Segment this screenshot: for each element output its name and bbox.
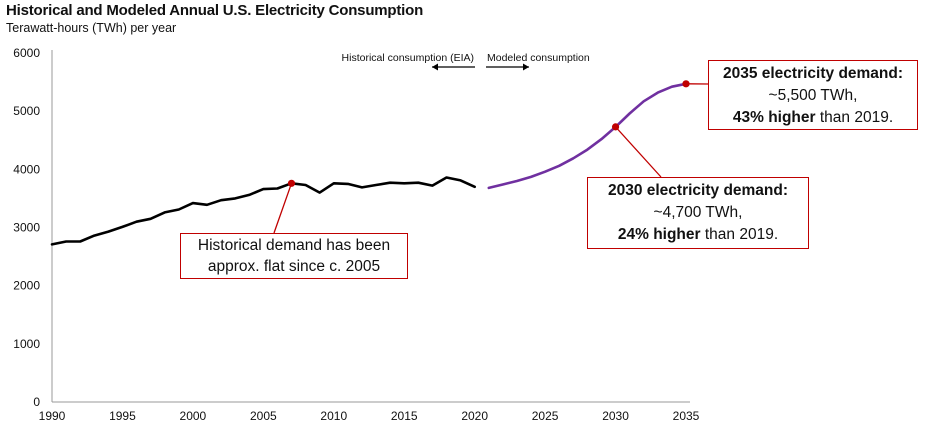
y-tick-label: 4000 (13, 162, 40, 176)
x-tick-label: 2025 (532, 409, 559, 423)
leader-line-2030 (615, 126, 662, 178)
y-tick-label: 2000 (13, 279, 40, 293)
y-tick-label: 3000 (13, 221, 40, 235)
x-tick-label: 2005 (250, 409, 277, 423)
y-tick-label: 0 (33, 395, 40, 409)
modeled-series-line (487, 82, 688, 190)
annotation-2035-bold: 43% higher (732, 109, 816, 126)
historical-series-line (50, 176, 477, 246)
annotation-2035-rest: than 2019. (815, 109, 894, 126)
annotation-2035-box: 2035 electricity demand: ~5,500 TWh, 43%… (708, 60, 918, 130)
annotation-2030-rest: than 2019. (700, 226, 779, 243)
historical-annotation-box: Historical demand has been approx. flat … (180, 233, 408, 279)
annotation-2030-bold: 24% higher (617, 226, 701, 243)
x-tick-label: 2010 (320, 409, 347, 423)
x-tick-label: 1990 (39, 409, 66, 423)
chart-subtitle: Terawatt-hours (TWh) per year (6, 21, 177, 35)
historical-annotation-line2: approx. flat since c. 2005 (207, 258, 381, 275)
x-tick-label: 2035 (673, 409, 700, 423)
axes: 0 1000 2000 3000 4000 5000 6000 1990 1995 2000 200… (13, 46, 699, 423)
annotation-2030-box: 2030 electricity demand: ~4,700 TWh, 24%… (587, 177, 809, 249)
direction-arrows: Historical consumption (EIA) Modeled con… (342, 52, 590, 71)
annotation-leaders (273, 83, 709, 234)
historical-arrow-label: Historical consumption (EIA) (342, 52, 474, 64)
historical-arrow-head (432, 63, 438, 71)
chart-title: Historical and Modeled Annual U.S. Elect… (6, 2, 424, 19)
annotation-2035-value: ~5,500 TWh, (768, 87, 858, 104)
y-tick-label: 6000 (13, 46, 40, 60)
x-tick-label: 2015 (391, 409, 418, 423)
annotation-2030-value: ~4,700 TWh, (653, 204, 743, 221)
x-tick-label: 2030 (602, 409, 629, 423)
modeled-arrow-head (523, 63, 529, 71)
historical-leader-line (273, 183, 293, 234)
x-tick-label: 2000 (180, 409, 207, 423)
historical-annotation-line1: Historical demand has been (197, 237, 391, 254)
annotation-2030-title: 2030 electricity demand: (607, 182, 789, 199)
y-tick-label: 5000 (13, 104, 40, 118)
annotation-2035-title: 2035 electricity demand: (722, 65, 904, 82)
modeled-arrow-label: Modeled consumption (487, 52, 590, 64)
x-tick-label: 2020 (461, 409, 488, 423)
y-tick-label: 1000 (13, 337, 40, 351)
x-tick-label: 1995 (109, 409, 136, 423)
